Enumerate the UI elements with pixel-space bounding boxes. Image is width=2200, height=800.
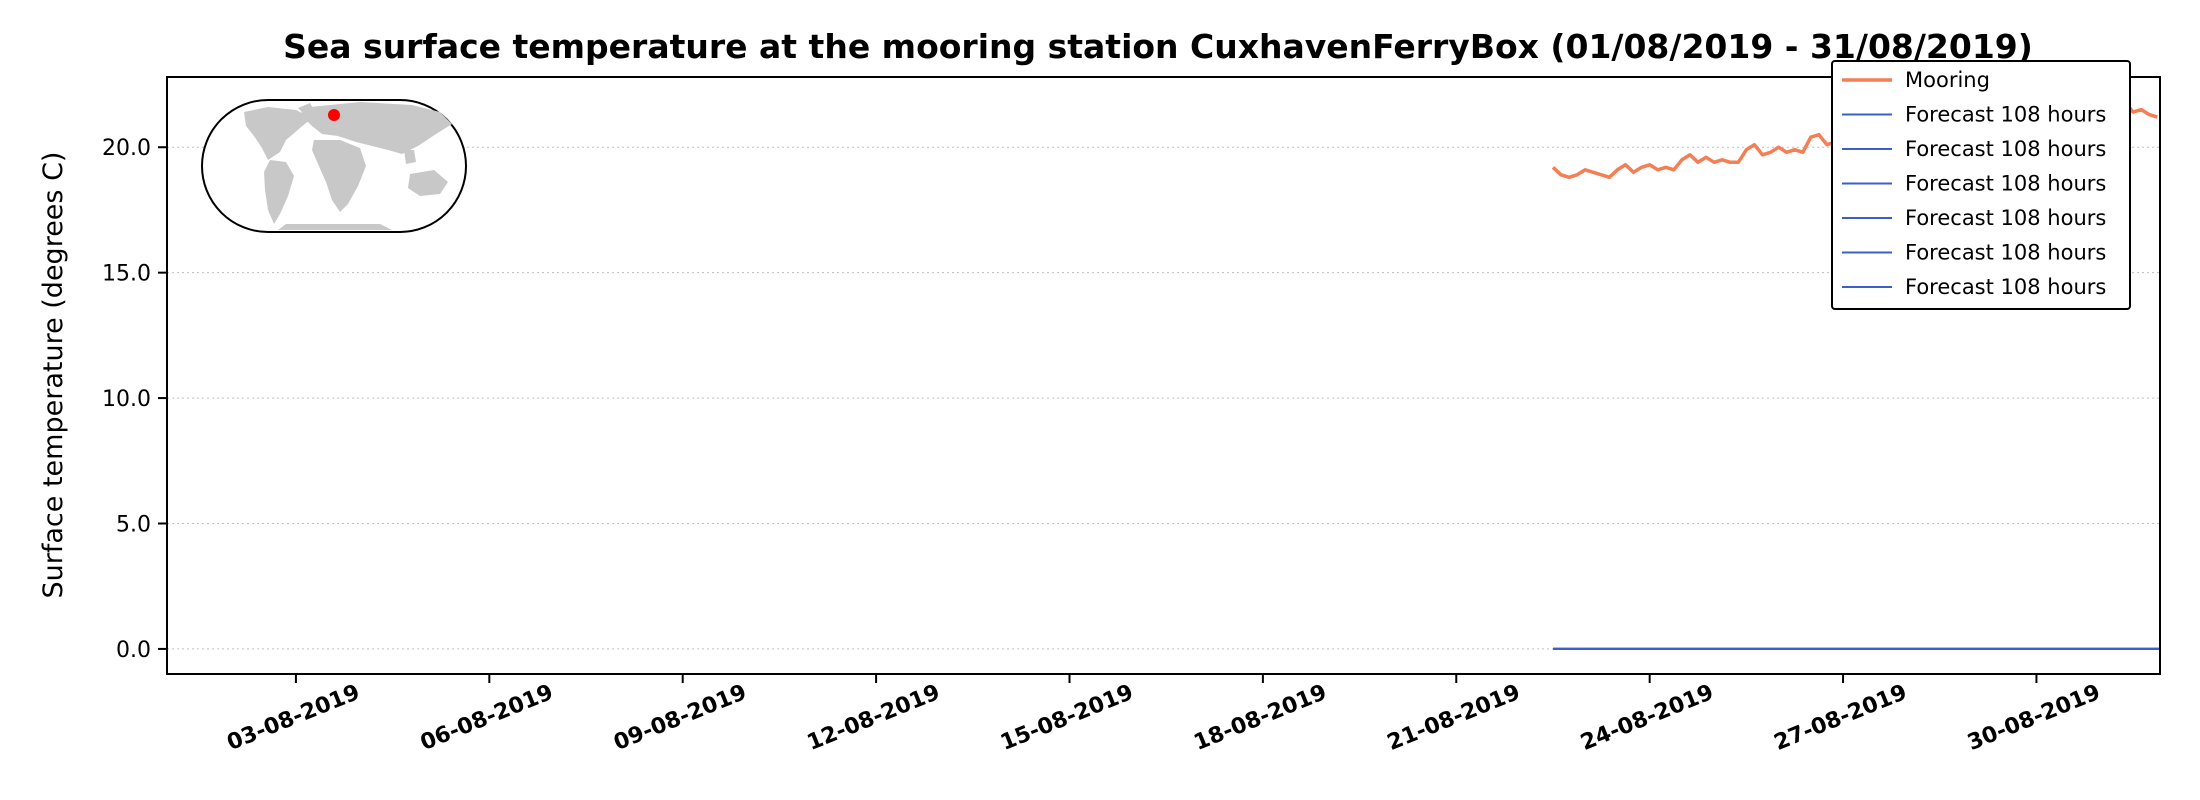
legend-label: Forecast 108 hours	[1905, 172, 2106, 196]
legend-label: Forecast 108 hours	[1905, 241, 2106, 265]
station-marker	[328, 109, 340, 121]
world-locator-map	[201, 99, 467, 233]
x-tick-label: 24-08-2019	[1577, 680, 1717, 756]
x-tick-label: 03-08-2019	[224, 680, 364, 756]
legend-label: Forecast 108 hours	[1905, 275, 2106, 299]
x-tick-label: 09-08-2019	[610, 680, 750, 756]
legend-label: Forecast 108 hours	[1905, 137, 2106, 161]
y-tick-label: 15.0	[102, 262, 151, 287]
x-tick-label: 21-08-2019	[1384, 680, 1524, 756]
y-tick-label: 20.0	[102, 136, 151, 161]
x-axis: 03-08-2019 06-08-2019 09-08-2019 12-08-2019…	[224, 674, 2104, 756]
y-tick-label: 0.0	[116, 638, 151, 663]
y-tick-label: 10.0	[102, 387, 151, 412]
x-tick-label: 15-08-2019	[997, 680, 1137, 756]
chart-title: Sea surface temperature at the mooring s…	[283, 27, 2033, 66]
x-tick-label: 06-08-2019	[417, 680, 557, 756]
legend-label: Forecast 108 hours	[1905, 103, 2106, 127]
x-tick-label: 12-08-2019	[804, 680, 944, 756]
legend-label: Mooring	[1905, 68, 1990, 92]
legend: Mooring Forecast 108 hours Forecast 108 ho…	[1831, 60, 2131, 310]
legend-label: Forecast 108 hours	[1905, 206, 2106, 230]
y-axis: 0.0 5.0 10.0 15.0 20.0	[102, 136, 167, 663]
x-tick-label: 27-08-2019	[1771, 680, 1911, 756]
y-axis-label: Surface temperature (degrees C)	[38, 152, 69, 599]
legend-box	[1831, 60, 2131, 310]
y-tick-label: 5.0	[116, 512, 151, 537]
x-tick-label: 18-08-2019	[1191, 680, 1331, 756]
x-tick-label: 30-08-2019	[1964, 680, 2104, 756]
plot-frame	[166, 76, 2161, 675]
